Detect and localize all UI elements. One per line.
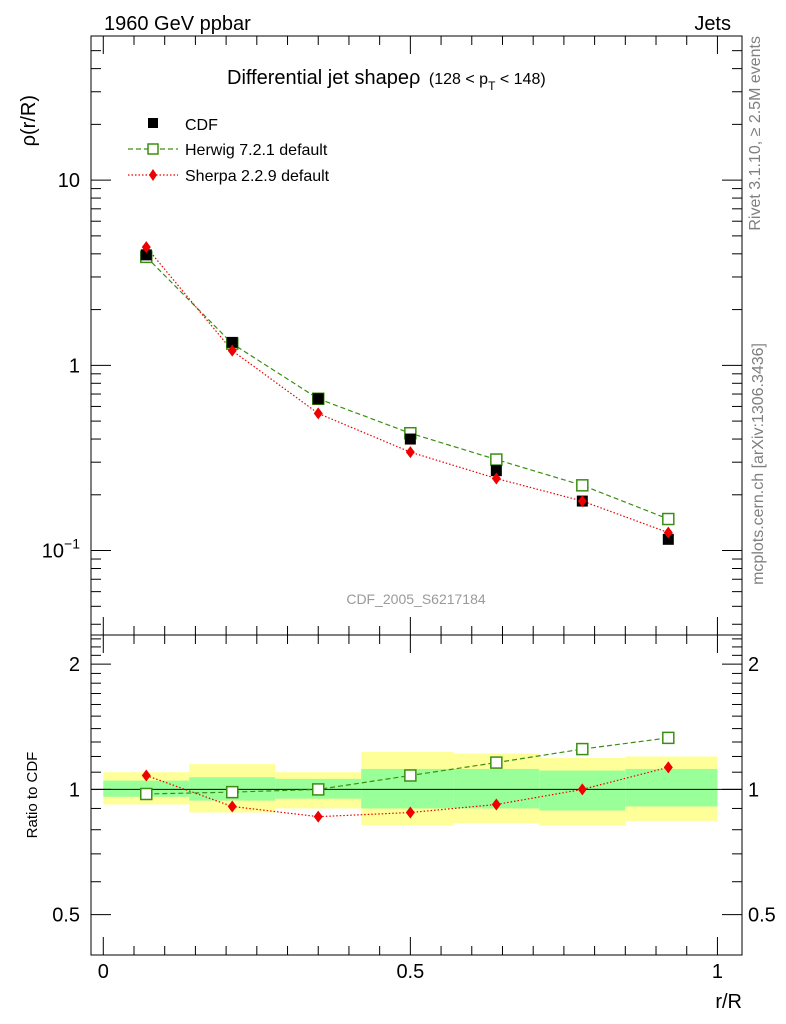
main-point-cdf xyxy=(226,336,238,348)
main-y-tick-label: 1 xyxy=(69,355,80,377)
x-tick-labels: 0 0.5 1 xyxy=(98,961,723,983)
plot-title-sub-b: < 148) xyxy=(495,71,545,88)
header-left: 1960 GeV ppbar xyxy=(104,13,251,35)
ratio-point-sherpa xyxy=(405,806,415,819)
ratio-point-herwig xyxy=(140,787,153,801)
main-point-sherpa xyxy=(313,407,323,420)
x-axis-label: r/R xyxy=(715,991,742,1013)
main-y-tick-label: 10−1 xyxy=(42,536,80,563)
legend-herwig-label: Herwig 7.2.1 default xyxy=(185,142,328,159)
main-y-tick-label-exp: −1 xyxy=(64,536,80,552)
main-point-cdf xyxy=(662,533,674,545)
sidebar-rivet-text: Rivet 3.1.10, ≥ 2.5M events xyxy=(747,36,764,231)
ratio-point-sherpa xyxy=(577,783,587,796)
main-point-cdf xyxy=(490,465,502,477)
main-y-tick-label-base: 10 xyxy=(42,541,64,563)
ratio-y-tick-label-right: 2 xyxy=(748,654,759,676)
x-tick-label: 0.5 xyxy=(396,961,424,983)
ratio-y-tick-label-right: 0.5 xyxy=(748,905,776,927)
main-point-cdf xyxy=(404,433,416,445)
ratio-y-tick-label-left: 1 xyxy=(69,779,80,801)
legend-cdf-label: CDF xyxy=(185,117,218,134)
ratio-panel: 2 2 1 1 0.5 0.5 xyxy=(52,634,776,956)
ratio-point-sherpa xyxy=(313,810,323,823)
main-point-herwig xyxy=(576,479,589,492)
main-point-sherpa xyxy=(405,446,415,459)
main-point-sherpa xyxy=(577,495,587,508)
x-tick-label: 0 xyxy=(98,961,109,983)
legend-entry-cdf: CDF xyxy=(148,117,218,134)
legend-entry-herwig: Herwig 7.2.1 default xyxy=(128,142,328,159)
header-right: Jets xyxy=(694,13,731,35)
main-series xyxy=(140,241,675,545)
main-point-sherpa xyxy=(663,526,673,539)
main-y-tick-label-base: 10 xyxy=(58,170,80,192)
plot-title-sub-a: (128 < p xyxy=(429,71,488,88)
plot-title-sub-sub: T xyxy=(488,79,496,93)
ratio-point-herwig xyxy=(311,783,325,796)
main-line-sherpa xyxy=(145,246,669,534)
ratio-point-herwig xyxy=(576,742,589,756)
ratio-y-tick-label-right: 1 xyxy=(748,779,759,801)
legend-cdf-marker xyxy=(148,118,158,128)
ratio-band-inner xyxy=(625,768,718,807)
legend-entry-sherpa: Sherpa 2.2.9 default xyxy=(128,168,330,185)
main-y-axis-label: ρ(r/R) xyxy=(18,95,40,146)
main-point-herwig xyxy=(662,512,675,526)
main-point-sherpa xyxy=(227,344,237,357)
ratio-point-sherpa xyxy=(663,761,673,774)
ratio-point-sherpa xyxy=(141,769,151,782)
legend: CDF Herwig 7.2.1 default Sherpa 2.2.9 de… xyxy=(128,117,330,185)
ratio-tick-labels: 2 2 1 1 0.5 0.5 xyxy=(52,654,776,927)
ratio-point-herwig xyxy=(226,785,239,799)
legend-sherpa-marker xyxy=(149,169,157,181)
main-point-cdf xyxy=(140,249,152,261)
ratio-y-axis-label: Ratio to CDF xyxy=(24,752,41,839)
ratio-ticks xyxy=(91,635,742,956)
main-point-sherpa xyxy=(141,241,151,254)
plot-title-main: Differential jet shapeρ xyxy=(227,67,420,89)
main-point-herwig xyxy=(490,453,503,466)
main-point-sherpa xyxy=(491,472,501,485)
ratio-point-herwig xyxy=(662,731,675,745)
analysis-watermark: CDF_2005_S6217184 xyxy=(346,591,486,607)
x-tick-label: 1 xyxy=(712,961,723,983)
ratio-point-herwig xyxy=(490,756,503,769)
ratio-point-sherpa xyxy=(491,798,501,811)
ratio-y-tick-label-left: 0.5 xyxy=(52,905,80,927)
ratio-point-sherpa xyxy=(227,800,237,813)
main-y-tick-label-base: 1 xyxy=(69,355,80,377)
sidebar-mcplots-text: mcplots.cern.ch [arXiv:1306.3436] xyxy=(750,343,767,585)
plot-title: Differential jet shapeρ (128 < pT < 148) xyxy=(227,67,546,93)
main-point-cdf xyxy=(312,393,324,405)
ratio-y-tick-label-left: 2 xyxy=(69,654,80,676)
ratio-series xyxy=(140,731,675,823)
main-line-herwig xyxy=(145,256,669,520)
legend-herwig-marker xyxy=(147,143,159,155)
ratio-point-herwig xyxy=(404,769,417,782)
ratio-frame xyxy=(90,634,743,956)
legend-sherpa-label: Sherpa 2.2.9 default xyxy=(185,168,330,185)
main-y-tick-label: 10 xyxy=(58,170,80,192)
